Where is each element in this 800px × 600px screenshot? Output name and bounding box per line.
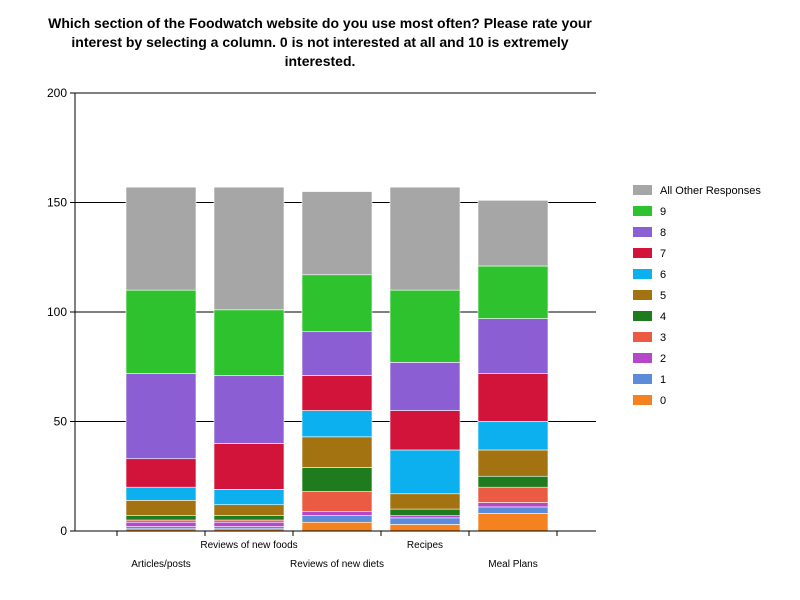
bar-segment-8 — [389, 362, 461, 411]
bar-segment-6 — [213, 489, 285, 506]
bar-segment-all-other-responses — [125, 186, 197, 291]
bar-segment-1 — [389, 517, 461, 525]
legend-label: 9 — [660, 206, 666, 218]
bar-segment-6 — [301, 410, 373, 438]
bar-segment-4 — [477, 475, 549, 488]
bar-segment-9 — [477, 265, 549, 319]
bar-segment-5 — [125, 500, 197, 516]
bar-segment-all-other-responses — [301, 191, 373, 276]
bar-segment-1 — [301, 515, 373, 523]
bar-segment-8 — [125, 373, 197, 460]
y-tick-label: 0 — [60, 524, 67, 538]
y-tick-label: 200 — [47, 86, 67, 100]
legend-swatch — [633, 269, 652, 279]
legend-swatch — [633, 290, 652, 300]
x-category-labels: Articles/posts Reviews of new foods Review… — [131, 540, 537, 570]
bar-segment-1 — [213, 526, 285, 530]
legend-swatch — [633, 374, 652, 384]
bar-segment-3 — [125, 519, 197, 523]
bar-segment-3 — [477, 486, 549, 503]
bar-segment-0 — [389, 524, 461, 532]
legend-swatch — [633, 311, 652, 321]
bar-segment-0 — [301, 521, 373, 532]
legend-swatch — [633, 353, 652, 363]
legend-label: All Other Responses — [660, 185, 761, 197]
bar-segment-4 — [213, 515, 285, 521]
legend-label: 0 — [660, 395, 666, 407]
bar-segment-4 — [301, 467, 373, 492]
bar-segment-5 — [301, 436, 373, 468]
bar-segment-7 — [389, 410, 461, 451]
y-tick-label: 50 — [54, 415, 68, 429]
legend-label: 6 — [660, 269, 666, 281]
legend-label: 7 — [660, 248, 666, 260]
bar-segment-2 — [301, 510, 373, 516]
bar-segment-7 — [477, 373, 549, 422]
bar-segment-7 — [213, 443, 285, 490]
bar-segment-2 — [213, 521, 285, 527]
legend-label: 5 — [660, 290, 666, 302]
bar-segment-2 — [477, 502, 549, 508]
bar-segment-4 — [125, 515, 197, 521]
legend-swatch — [633, 206, 652, 216]
bar-segment-9 — [125, 289, 197, 374]
axes — [70, 92, 596, 536]
bar-segment-all-other-responses — [477, 200, 549, 267]
legend-label: 1 — [660, 374, 666, 386]
bar-segment-9 — [389, 289, 461, 363]
bar-segment-1 — [477, 506, 549, 514]
y-tick-label: 150 — [47, 196, 67, 210]
y-tick-label: 100 — [47, 305, 67, 319]
legend-label: 2 — [660, 353, 666, 365]
bar-segment-9 — [301, 274, 373, 333]
x-category-label: Meal Plans — [488, 559, 537, 570]
legend-swatch — [633, 227, 652, 237]
legend: All Other Responses 9 8 7 6 5 4 3 2 1 0 — [633, 185, 761, 407]
bar-segment-5 — [477, 449, 549, 477]
bar-segment-8 — [213, 375, 285, 444]
bar-segment-2 — [125, 521, 197, 527]
bar-segment-7 — [125, 458, 197, 488]
legend-swatch — [633, 248, 652, 258]
bar-segment-0 — [477, 513, 549, 532]
bar-stacks — [125, 186, 549, 532]
x-category-label: Articles/posts — [131, 559, 190, 570]
bar-segment-5 — [213, 504, 285, 516]
bar-segment-8 — [301, 331, 373, 376]
legend-label: 3 — [660, 332, 666, 344]
y-tick-labels: 0 50 100 150 200 — [47, 86, 67, 538]
bar-segment-8 — [477, 318, 549, 374]
bar-segment-9 — [213, 309, 285, 376]
legend-label: 8 — [660, 227, 666, 239]
bar-segment-5 — [389, 493, 461, 510]
bar-segment-4 — [389, 508, 461, 516]
bar-segment-all-other-responses — [389, 186, 461, 291]
legend-swatch — [633, 185, 652, 195]
legend-swatch — [633, 332, 652, 342]
x-category-label: Recipes — [407, 540, 443, 551]
bar-segment-6 — [125, 486, 197, 501]
x-category-label: Reviews of new foods — [200, 540, 297, 551]
legend-swatch — [633, 395, 652, 405]
bar-segment-6 — [389, 449, 461, 495]
bar-segment-2 — [389, 515, 461, 519]
chart-title: Which section of the Foodwatch website d… — [48, 15, 592, 69]
bar-segment-3 — [301, 491, 373, 512]
bar-segment-3 — [213, 519, 285, 523]
bar-segment-all-other-responses — [213, 186, 285, 311]
bar-segment-1 — [125, 526, 197, 530]
bar-segment-7 — [301, 375, 373, 411]
x-category-label: Reviews of new diets — [290, 559, 384, 570]
legend-label: 4 — [660, 311, 666, 323]
bar-segment-6 — [477, 421, 549, 451]
